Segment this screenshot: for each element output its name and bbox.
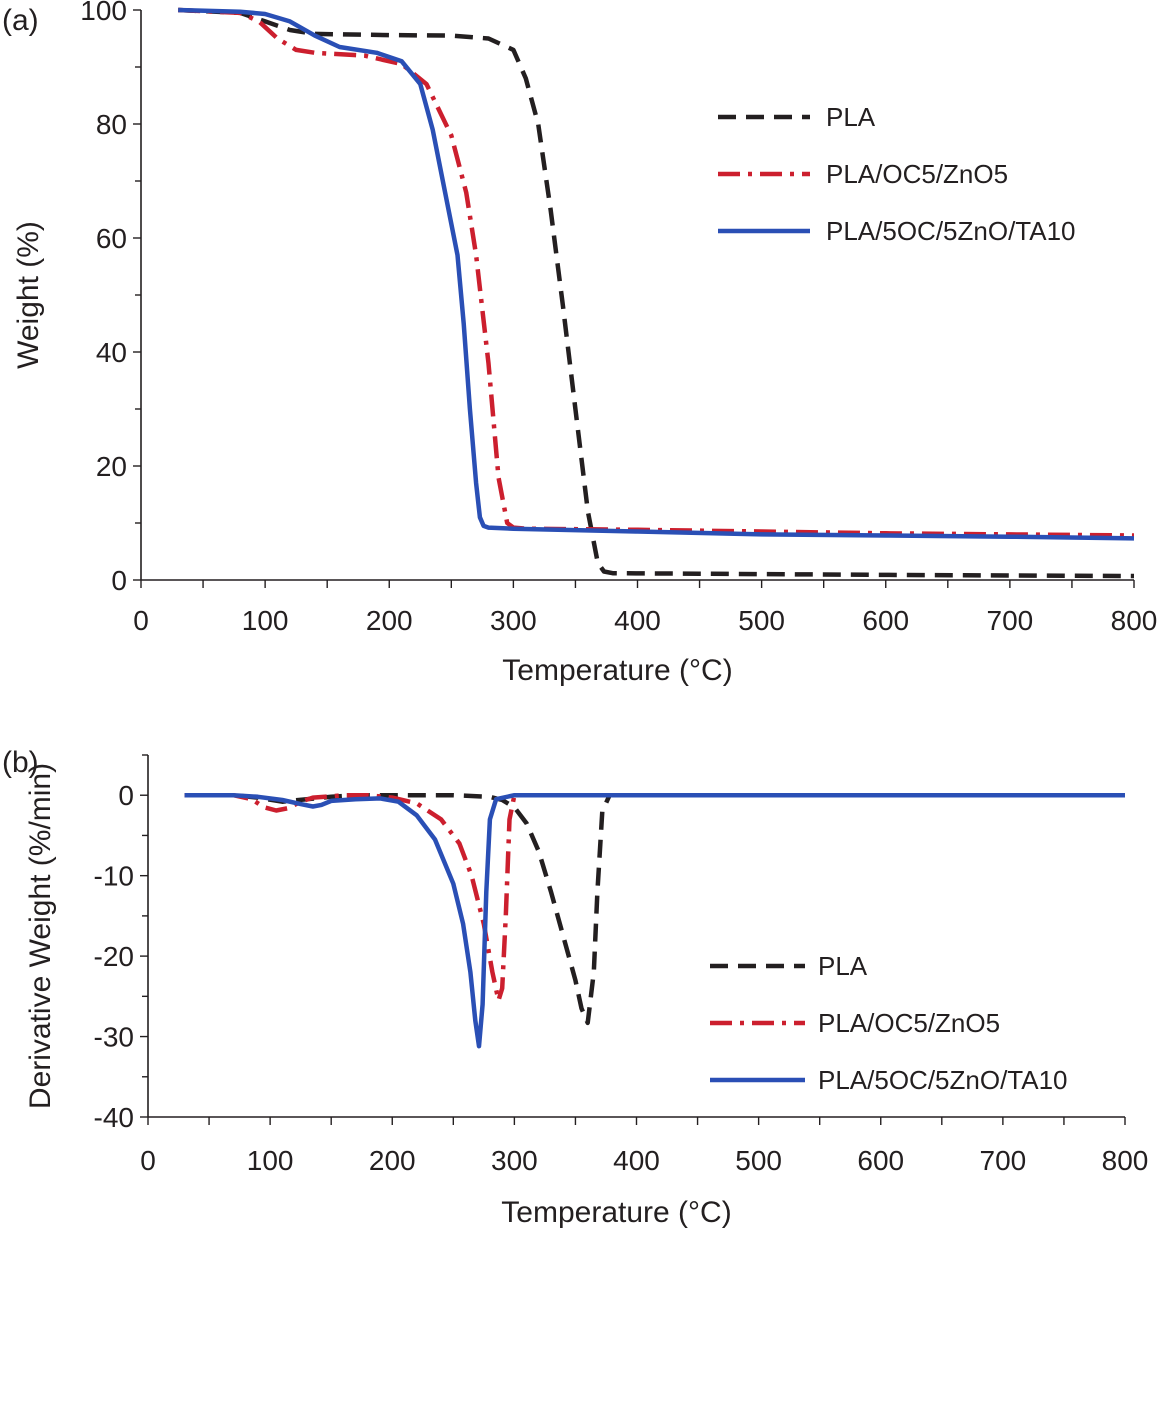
y-tick-label: 0 (118, 780, 134, 811)
x-tick-label: 600 (857, 1145, 904, 1176)
legend-label: PLA (818, 951, 868, 981)
x-tick-label: 600 (862, 605, 909, 636)
legend-label: PLA/5OC/5ZnO/TA10 (826, 216, 1076, 246)
y-axis-title: Derivative Weight (%/min) (24, 763, 57, 1109)
series-line-pla-oc5-zno5 (178, 7, 1135, 538)
x-tick-label: 0 (133, 605, 149, 636)
x-tick-label: 400 (613, 1145, 660, 1176)
legend: PLA PLA/OC5/ZnO5 PLA/5OC/5ZnO/TA10 (718, 102, 1076, 246)
x-tick-label: 0 (140, 1145, 156, 1176)
y-tick-label: -20 (94, 941, 134, 972)
panel-b: (b) 0 100 200 300 400 500 600 700 800 0 -10 -20 -30 -4… (2, 746, 1148, 1229)
panel-label: (b) (2, 746, 39, 779)
series-line-pla-5oc-5zno-ta10 (178, 7, 1135, 541)
x-tick-label: 800 (1102, 1145, 1149, 1176)
x-tick-label: 200 (369, 1145, 416, 1176)
series-line-pla-5oc-5zno-ta10 (184, 792, 1125, 1049)
x-tick-label: 300 (490, 605, 537, 636)
y-tick-label: 60 (96, 223, 127, 254)
y-tick-label: -10 (94, 861, 134, 892)
y-tick-label: -40 (94, 1102, 134, 1133)
x-axis-title: Temperature (°C) (502, 654, 732, 687)
legend-label: PLA/OC5/ZnO5 (826, 159, 1008, 189)
y-tick-label: 0 (111, 565, 127, 596)
y-tick-label: 20 (96, 451, 127, 482)
panel-a: (a) 0 100 200 300 400 500 600 700 800 0 20 40 60 80 100… (2, 0, 1157, 687)
series-line-pla (184, 792, 1125, 1026)
legend-label: PLA/OC5/ZnO5 (818, 1008, 1000, 1038)
x-tick-label: 700 (987, 605, 1034, 636)
x-axis-title: Temperature (°C) (501, 1196, 731, 1229)
y-tick-label: 100 (80, 0, 127, 26)
legend: PLA PLA/OC5/ZnO5 PLA/5OC/5ZnO/TA10 (710, 951, 1068, 1095)
x-tick-label: 100 (247, 1145, 294, 1176)
y-axis-title: Weight (%) (12, 221, 45, 369)
legend-label: PLA/5OC/5ZnO/TA10 (818, 1065, 1068, 1095)
legend-label: PLA (826, 102, 876, 132)
y-tick-label: 80 (96, 109, 127, 140)
series-line-pla (178, 7, 1135, 579)
y-tick-label: -30 (94, 1022, 134, 1053)
x-tick-label: 500 (735, 1145, 782, 1176)
x-tick-label: 800 (1111, 605, 1158, 636)
x-tick-label: 200 (366, 605, 413, 636)
x-tick-label: 500 (738, 605, 785, 636)
x-tick-label: 400 (614, 605, 661, 636)
series-line-pla-oc5-zno5 (184, 792, 1125, 1003)
panel-label: (a) (2, 4, 39, 37)
x-tick-label: 300 (491, 1145, 538, 1176)
x-tick-label: 100 (242, 605, 289, 636)
x-tick-label: 700 (980, 1145, 1027, 1176)
y-tick-label: 40 (96, 337, 127, 368)
